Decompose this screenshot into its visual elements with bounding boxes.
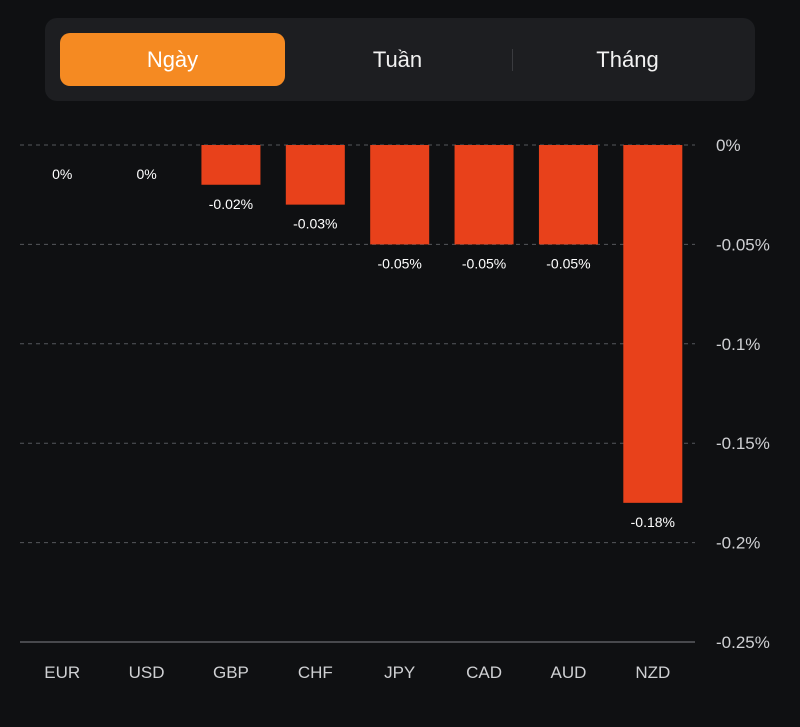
y-tick-label: 0% bbox=[716, 136, 741, 155]
y-tick-label: -0.05% bbox=[716, 235, 770, 254]
bar-aud bbox=[538, 145, 598, 245]
data-label: -0.18% bbox=[631, 514, 675, 530]
bar-cad bbox=[454, 145, 514, 245]
y-tick-label: -0.1% bbox=[716, 335, 760, 354]
y-tick-label: -0.15% bbox=[716, 434, 770, 453]
x-tick-label: AUD bbox=[550, 663, 586, 682]
data-label: -0.03% bbox=[293, 216, 337, 232]
x-tick-label: EUR bbox=[44, 663, 80, 682]
tab-month[interactable]: Tháng bbox=[596, 47, 659, 72]
tab-divider bbox=[512, 49, 513, 71]
period-selector: Ngày Tuần Tháng bbox=[45, 18, 755, 101]
bar-nzd bbox=[623, 145, 683, 503]
data-label: -0.05% bbox=[546, 255, 590, 271]
x-tick-label: CAD bbox=[466, 663, 502, 682]
x-tick-label: JPY bbox=[384, 663, 415, 682]
y-tick-label: -0.2% bbox=[716, 534, 760, 553]
bar-jpy bbox=[370, 145, 430, 245]
x-tick-label: USD bbox=[129, 663, 165, 682]
x-tick-label: CHF bbox=[298, 663, 333, 682]
data-label: -0.05% bbox=[462, 255, 506, 271]
bar-chf bbox=[285, 145, 345, 205]
data-label: 0% bbox=[136, 166, 156, 182]
tab-day[interactable]: Ngày bbox=[60, 33, 285, 86]
x-tick-label: GBP bbox=[213, 663, 249, 682]
y-tick-label: -0.25% bbox=[716, 633, 770, 652]
x-tick-label: NZD bbox=[635, 663, 670, 682]
data-label: -0.02% bbox=[209, 196, 253, 212]
data-label: -0.05% bbox=[378, 255, 422, 271]
tab-week[interactable]: Tuần bbox=[372, 47, 423, 72]
data-label: 0% bbox=[52, 166, 72, 182]
bar-gbp bbox=[201, 145, 261, 185]
